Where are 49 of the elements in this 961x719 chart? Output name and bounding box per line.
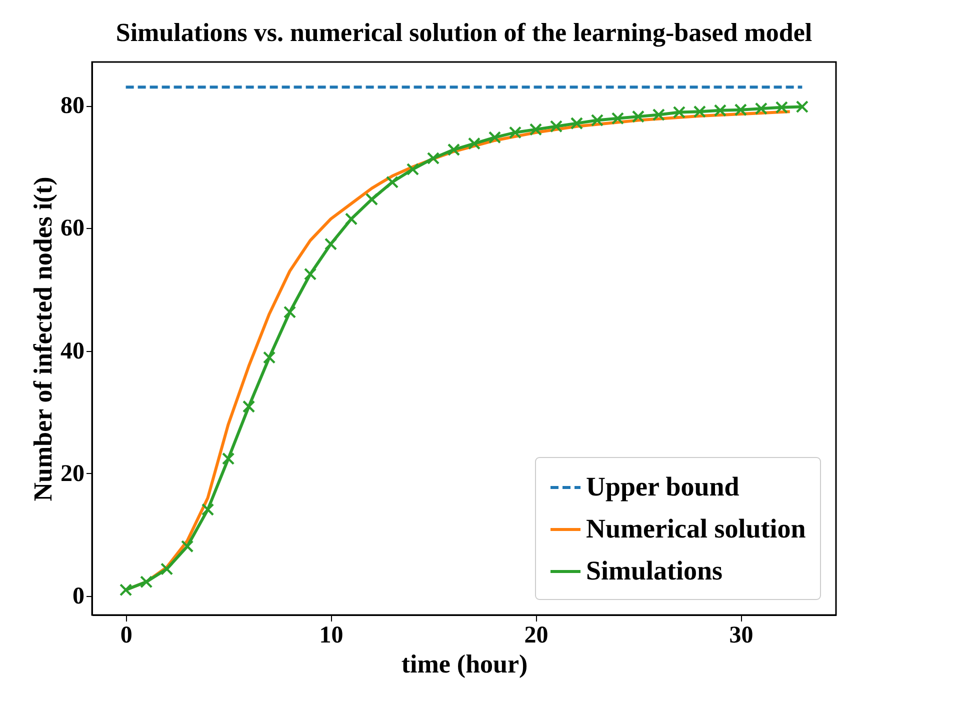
point	[693, 105, 706, 118]
point	[508, 126, 522, 139]
point	[468, 137, 481, 150]
y-tick-label: 60	[60, 216, 84, 242]
point	[775, 101, 788, 114]
point	[447, 143, 460, 156]
legend-label: Numerical solution	[586, 514, 806, 544]
point	[734, 103, 748, 116]
x-tick-label: 0	[120, 622, 132, 648]
y-tick-label: 40	[60, 338, 84, 364]
point	[386, 176, 399, 189]
y-tick-label: 20	[60, 460, 84, 487]
point	[426, 152, 440, 165]
y-tick-label: 0	[72, 583, 84, 610]
point	[550, 120, 563, 133]
point	[242, 400, 256, 413]
point	[406, 162, 420, 176]
point	[283, 306, 296, 318]
point	[222, 452, 235, 466]
point	[160, 562, 174, 576]
point	[344, 212, 358, 226]
point	[796, 100, 809, 114]
point	[304, 268, 317, 280]
y-axis-title: Number of infected nodes i(t)	[28, 176, 58, 502]
point	[672, 106, 686, 119]
point	[632, 110, 645, 123]
point	[119, 584, 132, 596]
x-tick-label: 30	[729, 622, 754, 648]
point	[652, 108, 666, 122]
point	[714, 104, 727, 117]
point	[140, 576, 153, 588]
point	[201, 503, 214, 516]
point	[180, 540, 194, 553]
point	[529, 123, 542, 136]
x-tick-label: 10	[319, 622, 344, 648]
legend-label: Upper bound	[586, 472, 740, 502]
x-tick-label: 20	[524, 622, 548, 648]
point	[262, 351, 276, 364]
point	[570, 116, 584, 130]
point	[324, 238, 338, 250]
x-axis-title: time (hour)	[401, 650, 528, 678]
point	[365, 192, 378, 206]
legend-label: Simulations	[586, 556, 723, 586]
point	[590, 114, 604, 127]
point	[611, 112, 624, 125]
point	[754, 102, 768, 115]
point	[488, 131, 502, 144]
y-tick-label: 80	[60, 93, 84, 120]
chart-title: Simulations vs. numerical solution of the learning-based model	[116, 18, 812, 47]
